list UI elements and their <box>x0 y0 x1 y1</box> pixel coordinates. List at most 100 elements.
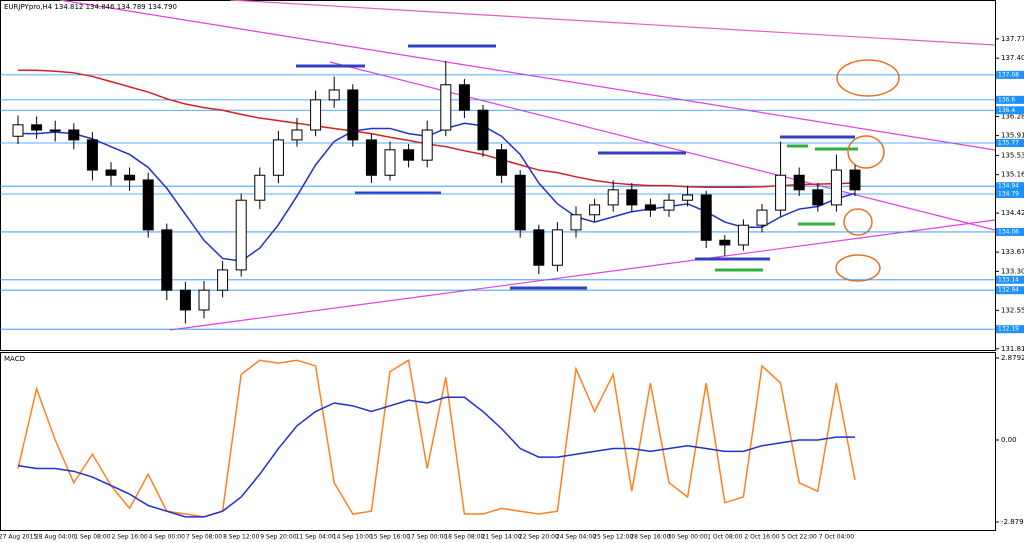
x-tick-label: 27 Aug 2015 <box>0 534 37 541</box>
candle-body <box>663 199 675 211</box>
candle-body <box>421 129 433 161</box>
candle-body <box>49 129 61 132</box>
candle-body <box>291 129 303 141</box>
candle-body <box>514 174 526 231</box>
candle-body <box>12 124 24 137</box>
macd-pane <box>0 352 996 531</box>
y-tick-label: 135.912 <box>1001 132 1024 140</box>
candle-body <box>477 109 489 151</box>
candle-body <box>589 204 601 216</box>
x-tick-label: 7 Oct 04:00 <box>819 534 854 541</box>
x-tick-label: 8 Sep 12:00 <box>223 534 259 541</box>
candle-body <box>793 174 805 191</box>
circle <box>836 59 900 97</box>
level-label-box <box>996 139 1024 148</box>
candle-body <box>440 84 452 131</box>
candle-body <box>347 89 359 141</box>
x-tick-label: 30 Sep 00:00 <box>668 534 708 541</box>
candle-body <box>775 174 787 211</box>
x-tick-label: 5 Oct 22:00 <box>782 534 817 541</box>
x-tick-label: 25 Sep 12:00 <box>593 534 633 541</box>
y-tick-label: 131.812 <box>1001 345 1024 353</box>
candle-body <box>626 189 638 206</box>
trendline <box>169 219 996 331</box>
indicator-line <box>18 122 856 262</box>
candle-body <box>719 239 731 246</box>
x-tick-label: 15 Sep 16:00 <box>370 534 410 541</box>
level-label-box <box>996 275 1024 284</box>
x-tick-label: 2 Sep 16:00 <box>111 534 147 541</box>
candle-body <box>607 189 619 206</box>
candle-body <box>570 214 582 231</box>
candle-body <box>310 99 322 131</box>
level-label-box <box>996 106 1024 115</box>
indicator-line <box>17 396 855 518</box>
candle-body <box>86 139 98 171</box>
candle-body <box>68 129 80 141</box>
level-label: 133.14 <box>998 276 1019 283</box>
candle-body <box>737 224 749 246</box>
level-label-box <box>996 95 1024 104</box>
level-label-box <box>996 70 1024 79</box>
x-tick-label: 9 Sep 20:00 <box>260 534 296 541</box>
candle-body <box>533 229 545 266</box>
candle-body <box>31 124 43 131</box>
candle-body <box>142 179 154 231</box>
x-tick-label: 11 Sep 04:00 <box>296 534 336 541</box>
y-tick-label: 132.552 <box>1001 306 1024 314</box>
level-label-box <box>996 189 1024 198</box>
candle-body <box>700 194 712 241</box>
y-tick-label: 133.672 <box>1001 248 1024 256</box>
candle-body <box>328 89 340 101</box>
candle-body <box>105 169 117 176</box>
x-tick-label: 1 Sep 08:00 <box>74 534 110 541</box>
level-label: 134.79 <box>998 190 1019 197</box>
circle <box>847 135 885 169</box>
circle <box>835 254 881 282</box>
level-label: 134.94 <box>998 183 1019 190</box>
y-tick-label: 133.302 <box>1001 267 1024 275</box>
candle-body <box>458 84 470 111</box>
level-label: 135.77 <box>998 140 1019 147</box>
indicator-line <box>17 359 856 518</box>
candle-body <box>830 169 842 206</box>
candle-body <box>161 229 173 291</box>
level-label: 136.4 <box>998 107 1015 114</box>
x-tick-label: 17 Sep 00:00 <box>407 534 447 541</box>
candle-body <box>124 174 136 181</box>
x-tick-label: 7 Sep 08:00 <box>186 534 222 541</box>
y-tick-label: 0.00 <box>1001 436 1017 444</box>
y-tick-label: 137.772 <box>1001 35 1024 43</box>
level-label: 136.6 <box>998 96 1015 103</box>
candle-body <box>198 289 210 311</box>
y-tick-label: 134.422 <box>1001 209 1024 217</box>
chart-title: EURJPYpro,H4 134.812 134.846 134.789 134… <box>4 3 177 11</box>
markers <box>296 44 858 290</box>
candle-body <box>682 194 694 201</box>
level-label: 132.94 <box>998 287 1019 294</box>
level-label: 132.19 <box>998 326 1019 333</box>
x-tick-label: 1 Oct 08:00 <box>707 534 742 541</box>
candle-body <box>403 149 415 161</box>
candle-body <box>217 269 229 291</box>
level-label-box <box>996 182 1024 191</box>
candle-body <box>551 229 563 266</box>
y-tick-label: 135.532 <box>1001 151 1024 159</box>
indicator-line <box>18 69 856 188</box>
circle <box>843 208 873 236</box>
x-tick-label: 2 Oct 16:00 <box>744 534 779 541</box>
level-label-box <box>996 325 1024 334</box>
trendline <box>229 0 996 46</box>
level-label: 134.06 <box>998 228 1019 235</box>
x-tick-label: 24 Sep 04:00 <box>556 534 596 541</box>
level-label-box <box>996 227 1024 236</box>
x-tick-label: 22 Sep 20:00 <box>519 534 559 541</box>
x-tick-label: 28 Sep 16:00 <box>630 534 670 541</box>
candle-body <box>644 204 656 211</box>
level-label-box <box>996 286 1024 295</box>
x-tick-label: 28 Aug 04:00 <box>35 534 76 541</box>
y-tick-label: 137.402 <box>1001 54 1024 62</box>
candle-body <box>235 199 247 271</box>
